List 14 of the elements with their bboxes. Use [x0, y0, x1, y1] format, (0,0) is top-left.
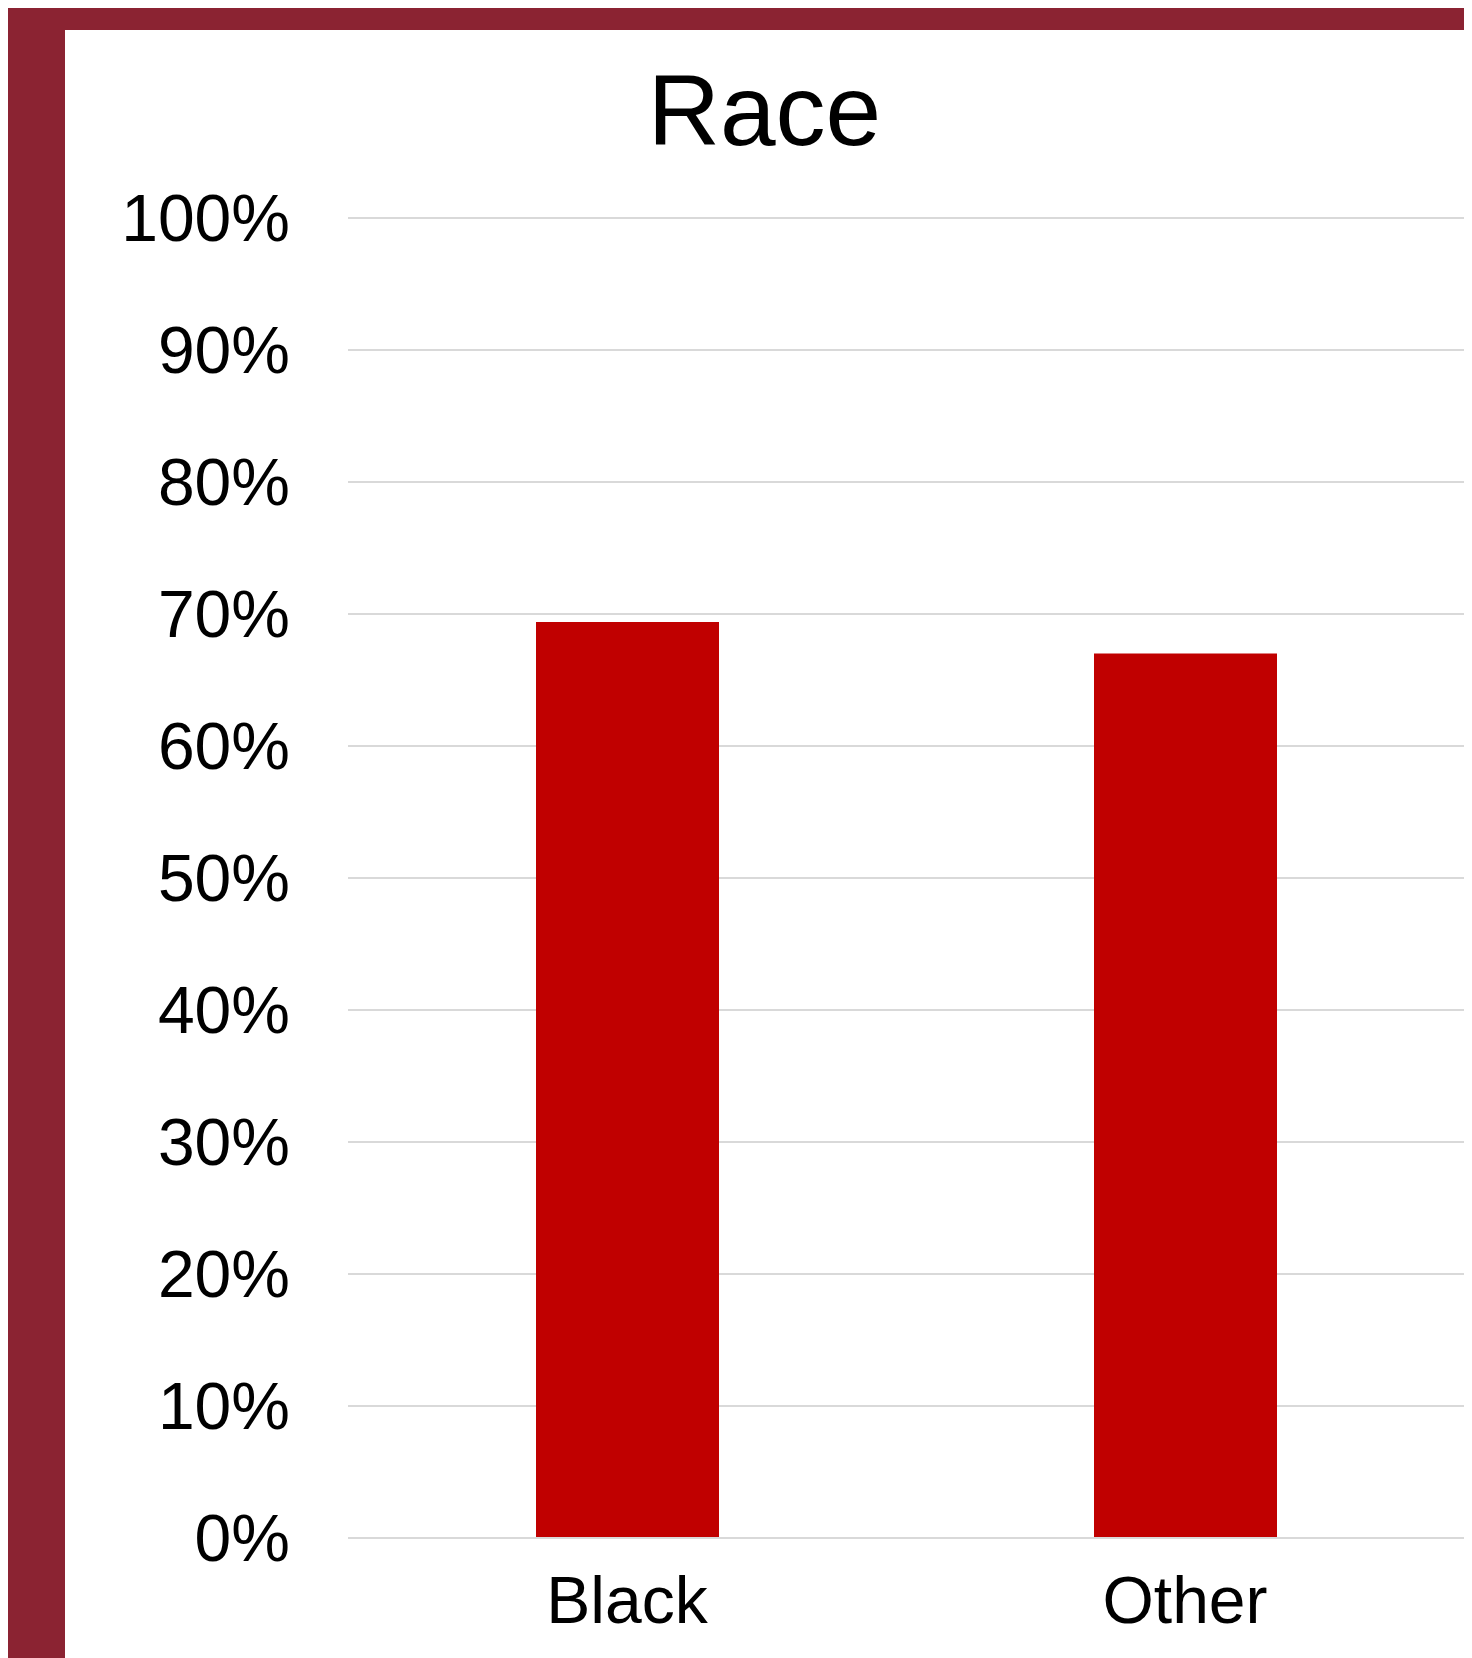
y-tick-label: 70%: [157, 577, 290, 652]
y-tick-label: 40%: [157, 973, 290, 1048]
y-tick-label: 80%: [157, 445, 290, 520]
y-tick-label: 60%: [157, 709, 290, 784]
x-tick-label: Other: [1102, 1562, 1268, 1637]
y-tick-label: 0%: [194, 1501, 290, 1576]
y-tick-label: 100%: [121, 181, 290, 256]
chart-title: Race: [646, 53, 883, 168]
y-tick-label: 30%: [157, 1105, 290, 1180]
y-tick-label: 10%: [157, 1369, 290, 1444]
y-tick-label: 50%: [157, 841, 290, 916]
y-tick-label: 90%: [157, 313, 290, 388]
y-tick-label: 20%: [157, 1237, 290, 1312]
x-tick-label: Black: [546, 1562, 709, 1637]
